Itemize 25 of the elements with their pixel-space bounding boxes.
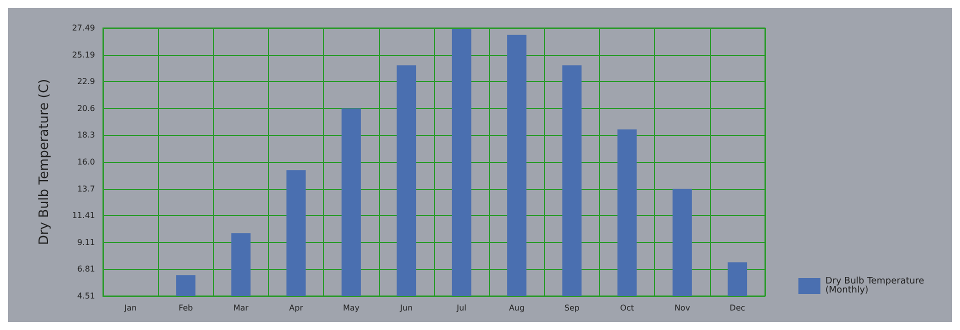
- y-tick-label: 27.49: [72, 24, 95, 32]
- x-tick-label: Sep: [564, 304, 580, 312]
- y-tick-label: 25.19: [72, 50, 95, 60]
- x-tick-label: Mar: [233, 304, 250, 312]
- y-tick-label: 13.7: [77, 184, 95, 194]
- y-tick-label: 4.51: [77, 292, 95, 300]
- x-tick-label: Feb: [178, 304, 193, 312]
- y-tick-label: 9.11: [77, 238, 95, 247]
- y-tick-label: 18.3: [77, 130, 95, 140]
- y-tick-label: 20.6: [77, 104, 95, 113]
- x-tick-label: Oct: [620, 304, 634, 312]
- x-tick-label: Dec: [730, 304, 746, 312]
- x-tick-label: May: [342, 304, 360, 312]
- x-tick-label: Nov: [674, 304, 690, 312]
- x-tick-label: Apr: [289, 304, 304, 312]
- y-tick-label: 11.41: [72, 211, 95, 220]
- legend-label: Dry Bulb Temperature (Monthly): [825, 276, 928, 296]
- y-tick-label: 6.81: [77, 264, 95, 274]
- y-axis-title: Dry Bulb Temperature (C): [37, 78, 52, 246]
- y-tick-label: 16.0: [77, 158, 95, 166]
- x-tick-label: Aug: [508, 304, 525, 312]
- x-tick-label: Jan: [123, 304, 137, 312]
- x-tick-label: Jun: [399, 304, 413, 312]
- x-tick-label: Jul: [456, 304, 466, 312]
- y-tick-label: 22.9: [77, 77, 95, 86]
